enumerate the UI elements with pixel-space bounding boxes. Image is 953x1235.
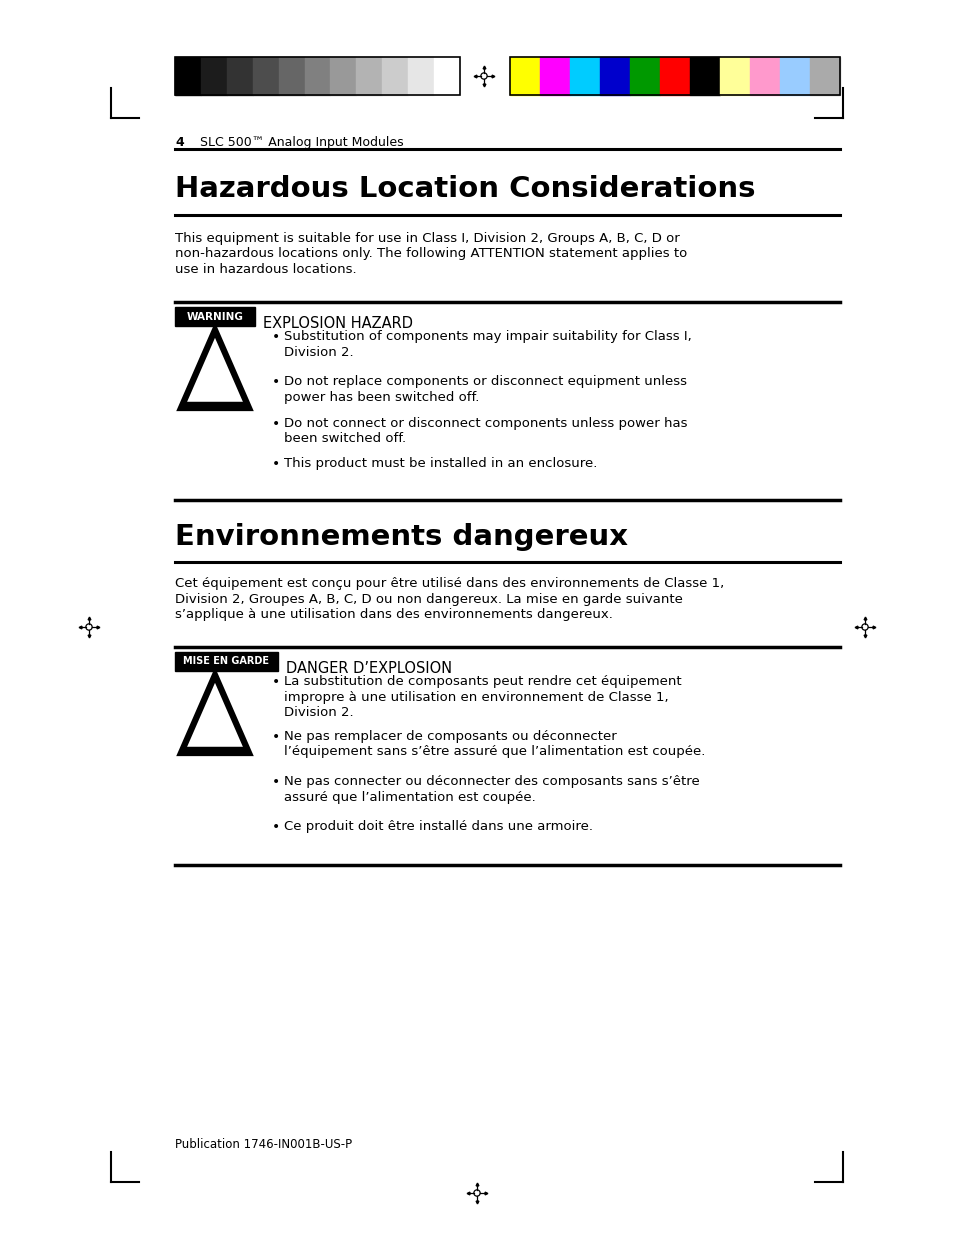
Bar xyxy=(304,57,330,95)
Bar xyxy=(780,57,809,95)
Text: EXPLOSION HAZARD: EXPLOSION HAZARD xyxy=(263,316,413,331)
Text: SLC 500™ Analog Input Modules: SLC 500™ Analog Input Modules xyxy=(200,136,403,149)
Text: use in hazardous locations.: use in hazardous locations. xyxy=(174,263,356,275)
Text: Division 2.: Division 2. xyxy=(284,346,354,358)
Bar xyxy=(356,57,382,95)
Bar xyxy=(174,652,277,671)
Text: s’applique à une utilisation dans des environnements dangereux.: s’applique à une utilisation dans des en… xyxy=(174,608,612,621)
Bar xyxy=(330,57,356,95)
Bar xyxy=(510,57,539,95)
Bar xyxy=(174,57,201,95)
Text: Do not connect or disconnect components unless power has: Do not connect or disconnect components … xyxy=(284,417,687,430)
Text: impropre à une utilisation en environnement de Classe 1,: impropre à une utilisation en environnem… xyxy=(284,690,668,704)
Bar xyxy=(599,57,629,95)
Bar xyxy=(434,57,459,95)
Text: •: • xyxy=(272,417,280,431)
Text: Environnements dangereux: Environnements dangereux xyxy=(174,522,627,551)
Text: non-hazardous locations only. The following ATTENTION statement applies to: non-hazardous locations only. The follow… xyxy=(174,247,686,261)
Bar xyxy=(809,57,840,95)
Bar xyxy=(227,57,253,95)
Bar xyxy=(689,57,720,95)
Bar xyxy=(278,57,304,95)
Bar xyxy=(510,57,840,95)
Text: power has been switched off.: power has been switched off. xyxy=(284,390,478,404)
Text: •: • xyxy=(272,776,280,789)
Text: l’équipement sans s’être assuré que l’alimentation est coupée.: l’équipement sans s’être assuré que l’al… xyxy=(284,746,704,758)
Text: This product must be installed in an enclosure.: This product must be installed in an enc… xyxy=(284,457,597,471)
Text: DANGER D’EXPLOSION: DANGER D’EXPLOSION xyxy=(286,661,452,676)
Bar xyxy=(253,57,278,95)
Text: Division 2.: Division 2. xyxy=(284,706,354,719)
Text: •: • xyxy=(272,330,280,345)
Text: Do not replace components or disconnect equipment unless: Do not replace components or disconnect … xyxy=(284,375,686,388)
Text: Division 2, Groupes A, B, C, D ou non dangereux. La mise en garde suivante: Division 2, Groupes A, B, C, D ou non da… xyxy=(174,593,682,605)
Text: •: • xyxy=(272,730,280,743)
Text: Substitution of components may impair suitability for Class I,: Substitution of components may impair su… xyxy=(284,330,691,343)
Text: assuré que l’alimentation est coupée.: assuré que l’alimentation est coupée. xyxy=(284,790,536,804)
Text: •: • xyxy=(272,676,280,689)
Text: WARNING: WARNING xyxy=(187,311,243,321)
Text: La substitution de composants peut rendre cet équipement: La substitution de composants peut rendr… xyxy=(284,676,680,688)
Text: This equipment is suitable for use in Class I, Division 2, Groups A, B, C, D or: This equipment is suitable for use in Cl… xyxy=(174,232,679,245)
Text: Ne pas connecter ou déconnecter des composants sans s’être: Ne pas connecter ou déconnecter des comp… xyxy=(284,776,699,788)
Bar xyxy=(408,57,434,95)
Bar xyxy=(569,57,599,95)
Bar xyxy=(539,57,569,95)
Text: Publication 1746-IN001B-US-P: Publication 1746-IN001B-US-P xyxy=(174,1137,352,1151)
Text: been switched off.: been switched off. xyxy=(284,432,406,446)
Text: Ne pas remplacer de composants ou déconnecter: Ne pas remplacer de composants ou déconn… xyxy=(284,730,616,743)
Text: MISE EN GARDE: MISE EN GARDE xyxy=(183,657,269,667)
Text: Ce produit doit être installé dans une armoire.: Ce produit doit être installé dans une a… xyxy=(284,820,593,832)
Text: •: • xyxy=(272,820,280,834)
Bar xyxy=(629,57,659,95)
Bar xyxy=(174,308,254,326)
Bar xyxy=(749,57,780,95)
Bar xyxy=(201,57,227,95)
Text: •: • xyxy=(272,457,280,471)
Bar xyxy=(382,57,408,95)
Text: Cet équipement est conçu pour être utilisé dans des environnements de Classe 1,: Cet équipement est conçu pour être utili… xyxy=(174,577,723,590)
Bar xyxy=(720,57,749,95)
Text: •: • xyxy=(272,375,280,389)
Text: 4: 4 xyxy=(174,136,184,149)
Bar xyxy=(659,57,689,95)
Text: Hazardous Location Considerations: Hazardous Location Considerations xyxy=(174,175,755,203)
Bar xyxy=(174,57,459,95)
